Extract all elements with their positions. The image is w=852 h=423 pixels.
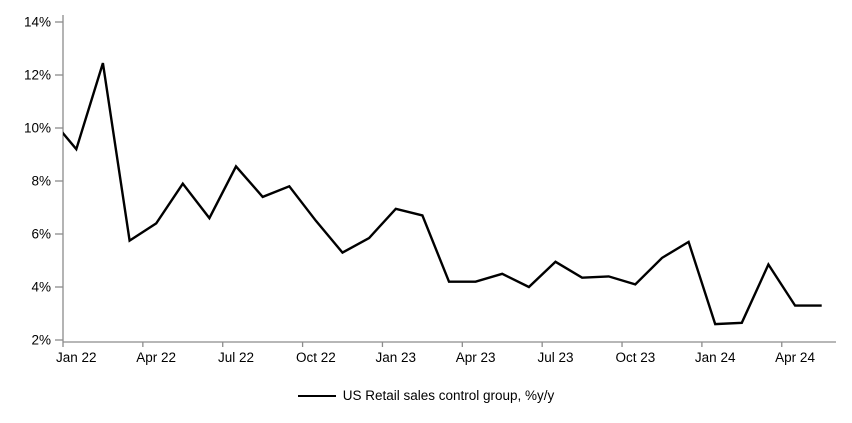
x-axis-ticks: Jan 22 Apr 22 Jul 22 Oct 22 Jan 23 Apr 23 Jul …	[56, 342, 815, 365]
chart-legend: US Retail sales control group, %y/y	[0, 388, 852, 403]
y-tick-label: 6%	[31, 227, 51, 242]
x-tick-label: Jul 22	[218, 350, 254, 365]
x-tick-label: Apr 23	[456, 350, 496, 365]
y-axis-ticks: 2% 4% 6% 8% 10% 12% 14%	[24, 15, 63, 348]
x-tick-label: Apr 22	[136, 350, 176, 365]
y-tick-label: 12%	[24, 68, 51, 83]
y-tick-label: 10%	[24, 121, 51, 136]
x-tick-label: Oct 23	[615, 350, 655, 365]
series-line	[63, 62, 822, 326]
y-tick-label: 2%	[31, 333, 51, 348]
x-tick-label: Jan 23	[375, 350, 416, 365]
y-tick-label: 8%	[31, 174, 51, 189]
axes	[62, 15, 836, 343]
line-chart-canvas: 2% 4% 6% 8% 10% 12% 14% Jan 22 Apr 22 Jul 22 Oct 2…	[24, 15, 836, 365]
y-tick-label: 14%	[24, 15, 51, 30]
x-tick-label: Oct 22	[296, 350, 336, 365]
x-tick-label: Jan 22	[56, 350, 97, 365]
x-tick-label: Apr 24	[775, 350, 815, 365]
y-tick-label: 4%	[31, 280, 51, 295]
legend-line-sample-icon	[297, 394, 336, 397]
legend-label: US Retail sales control group, %y/y	[342, 388, 555, 403]
x-tick-label: Jan 24	[695, 350, 736, 365]
x-tick-label: Jul 23	[537, 350, 573, 365]
